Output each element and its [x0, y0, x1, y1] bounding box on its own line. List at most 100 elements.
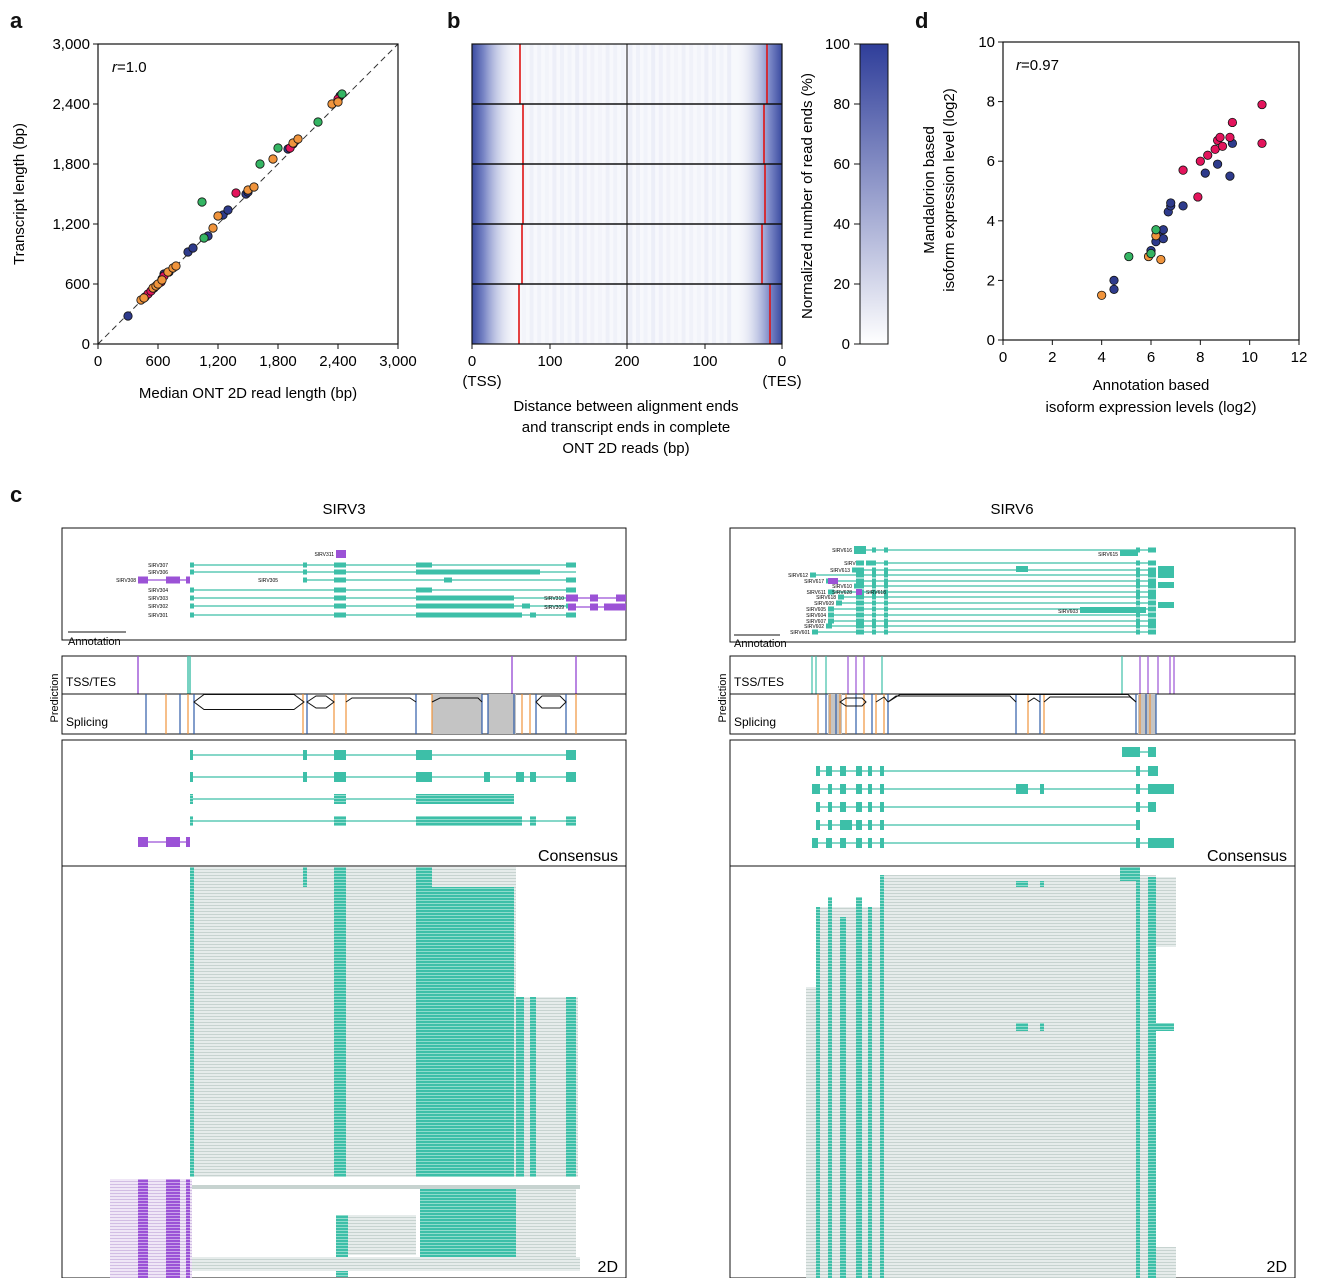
- sirv6-cons-exon: [828, 784, 832, 794]
- sirv6-cons-exon: [840, 802, 846, 812]
- x-tick-label-a: 3,000: [379, 353, 417, 370]
- sirv3-annot-exon: [336, 550, 346, 558]
- sirv3-splice-arc: [306, 695, 335, 709]
- sirv6-annot-exon: [872, 567, 876, 573]
- x-label-b-line2: and transcript ends in complete: [522, 419, 730, 436]
- sirv3-cons-exon: [303, 750, 307, 760]
- data-point-d: [1257, 138, 1267, 148]
- sirv3-read-exon: [303, 867, 307, 887]
- sirv6-read-exon: [1040, 881, 1044, 887]
- sirv3-annot-exon: [334, 562, 346, 568]
- data-point-d: [1217, 141, 1228, 151]
- sirv6-tss-box: [729, 655, 1296, 695]
- colorbar-tick-label: 20: [833, 276, 850, 293]
- tss-heat: [472, 44, 520, 344]
- sirv6-annot-exon: [872, 623, 876, 629]
- sirv3-annot-exon: [522, 603, 530, 609]
- data-point-a: [139, 293, 149, 303]
- sirv6-annot-exon: [856, 560, 864, 566]
- x-tick-label-d: 2: [1048, 349, 1056, 366]
- sirv6-annot-exon: [884, 560, 888, 566]
- sirv6-annot-exon: [856, 572, 864, 578]
- heat-stripe: [636, 44, 640, 344]
- sirv6-tss-label: TSS/TES: [734, 675, 784, 689]
- sirv3-annot-exon: [568, 603, 576, 611]
- sirv6-annot-exon: [828, 618, 834, 624]
- sirv6-cons-exon: [880, 802, 884, 812]
- sirv6-isoform-label: SIRV607: [806, 619, 826, 625]
- sirv6-cons-exon: [840, 766, 846, 776]
- sirv3-cons-exon: [334, 750, 346, 760]
- sirv3-annotation-label: Annotation: [68, 636, 121, 648]
- sirv6-splice-shade: [1138, 694, 1156, 734]
- sirv3-annot-exon: [566, 594, 578, 602]
- sirv6-annot-exon: [1136, 629, 1140, 635]
- sirv3-annot-exon: [190, 562, 194, 568]
- sirv6-annot-exon-purple: [828, 578, 838, 584]
- sirv6-annot-exon: [1136, 594, 1140, 600]
- y-axis-label-a: Transcript length (bp): [11, 123, 28, 265]
- sirv6-annot-exon: [872, 606, 876, 612]
- sirv3-read-exon: [420, 1189, 516, 1265]
- heat-stripe: [582, 44, 587, 344]
- sirv6-consensus-label: Consensus: [1207, 848, 1287, 865]
- sirv6-isoform-label: SIRV617: [804, 579, 824, 585]
- sirv6-annot-exon: [1136, 623, 1140, 629]
- sirv6-read-exon: [1120, 867, 1140, 881]
- data-point-d: [1166, 198, 1176, 208]
- heat-stripe: [727, 44, 732, 344]
- data-point-a: [188, 243, 198, 253]
- sirv6-splice-arc: [1027, 697, 1041, 703]
- x-tick-label-b: 0: [778, 353, 786, 370]
- sirv6-annot-exon: [884, 567, 888, 573]
- sirv6-cons-exon: [1158, 838, 1174, 848]
- sirv3-cons-exon: [566, 816, 576, 826]
- sirv6-cons-exon: [1122, 747, 1140, 757]
- x-label-b-line3: ONT 2D reads (bp): [562, 440, 689, 457]
- sirv6-cons-exon: [1148, 747, 1156, 757]
- sirv6-annot-exon: [1148, 629, 1156, 635]
- sirv6-isoform-label: SIRV609: [814, 601, 834, 607]
- sirv3-isoform-label: SIRV307: [148, 563, 168, 569]
- heat-stripe: [544, 44, 549, 344]
- data-point-d: [1203, 150, 1213, 160]
- data-point-d: [1193, 192, 1203, 202]
- data-point-d: [1151, 225, 1161, 235]
- sirv3-annot-exon: [166, 576, 180, 584]
- sirv6-cons-exon: [816, 802, 820, 812]
- panel-label-b: b: [447, 8, 461, 33]
- sirv6-isoform-label: SIRV612: [788, 573, 808, 579]
- sirv3-prediction-label: Prediction: [49, 674, 61, 723]
- sirv3-annot-exon: [334, 587, 346, 593]
- data-point-a: [231, 188, 241, 198]
- sirv3-cons-exon: [530, 772, 536, 782]
- sirv6-annot-exon: [856, 623, 864, 629]
- sirv6-title: SIRV6: [990, 501, 1033, 518]
- sirv6-prediction-label: Prediction: [717, 674, 729, 723]
- data-point-d: [1195, 156, 1205, 166]
- data-point-a: [293, 134, 303, 144]
- sirv3-annot-exon: [190, 603, 194, 609]
- y-label-d-line2: isoform expression level (log2): [941, 88, 958, 291]
- data-point-d: [1227, 117, 1237, 128]
- sirv6-annot-exon: [1136, 583, 1140, 589]
- sirv6-annot-exon: [1136, 560, 1140, 566]
- y-tick-label-d: 6: [987, 153, 995, 170]
- heat-stripe: [560, 44, 564, 344]
- sirv6-annot-exon: [1120, 550, 1138, 556]
- sirv3-read-exon-purple: [186, 1179, 190, 1278]
- sirv3-cons-exon: [303, 772, 307, 782]
- sirv6-annot-exon: [1136, 612, 1140, 618]
- sirv6-annot-exon: [856, 594, 864, 600]
- heat-stripe: [674, 44, 678, 344]
- sirv6-splicing-box: [729, 693, 1296, 735]
- sirv3-splicing-box: [61, 693, 627, 735]
- sirv3-splice-arc: [431, 697, 483, 703]
- x-tick-label-a: 0: [94, 353, 102, 370]
- sirv6-cons-exon: [840, 838, 846, 848]
- sirv6-cons-exon: [856, 838, 862, 848]
- sirv6-annot-exon: [854, 546, 866, 554]
- sirv3-cons-exon: [416, 772, 432, 782]
- data-point-d: [1178, 165, 1188, 175]
- sirv6-annot-exon: [838, 594, 844, 600]
